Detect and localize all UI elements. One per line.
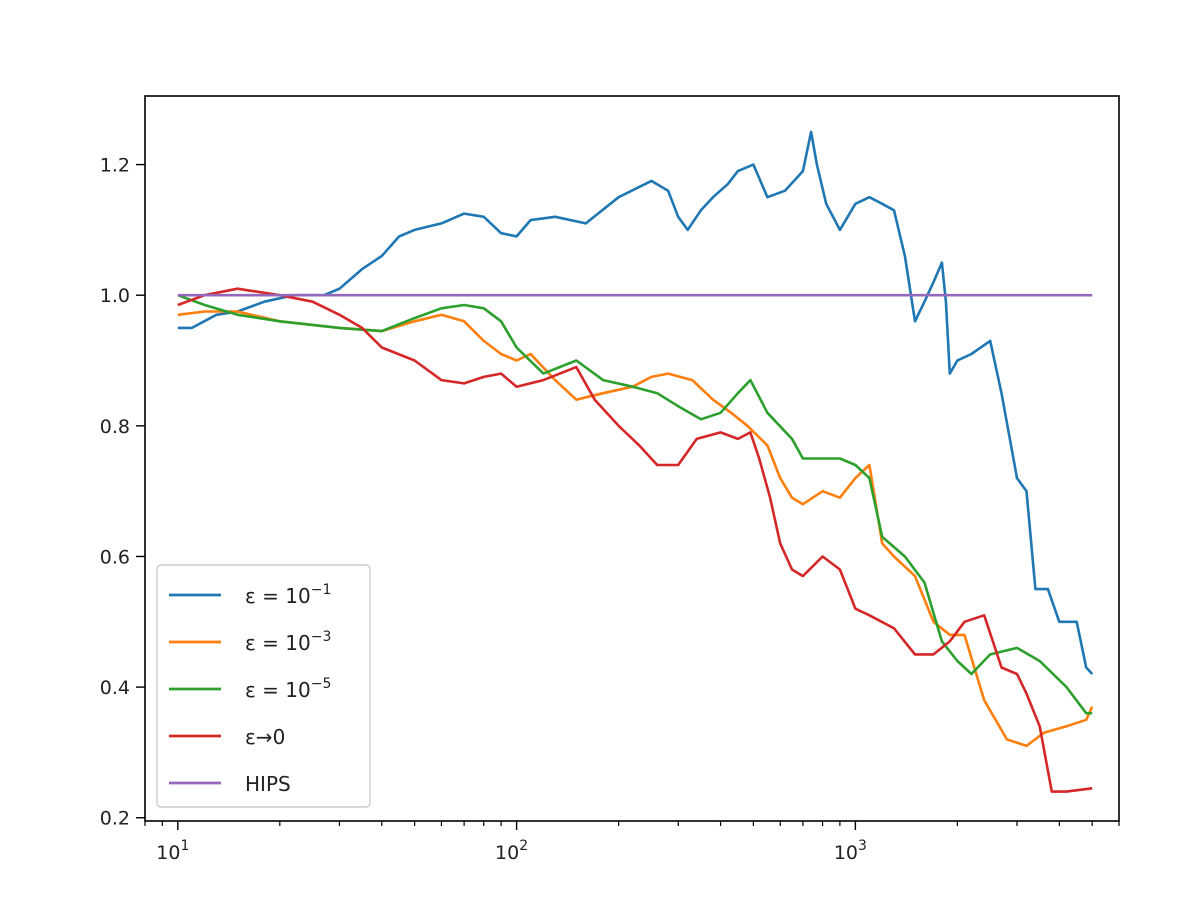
y-tick-label: 0.8 bbox=[100, 416, 130, 438]
series-line-4 bbox=[177, 287, 1093, 793]
series-line-1 bbox=[177, 130, 1094, 675]
legend-label: HIPS bbox=[245, 772, 291, 796]
legend: ε = 10−1 ε = 10−3 ε = 10−5 ε→0 HIPS bbox=[156, 564, 371, 808]
series-line-2 bbox=[177, 310, 1094, 748]
legend-box bbox=[156, 564, 371, 808]
y-tick-label: 0.2 bbox=[100, 808, 130, 830]
plot-frame bbox=[144, 95, 1120, 822]
legend-label: ε = 10−1 bbox=[245, 582, 331, 608]
y-axis: 0.2 0.4 0.6 0.8 1.0 1.2 bbox=[100, 155, 145, 830]
x-tick-label: 102 bbox=[495, 838, 528, 864]
y-tick-label: 1.0 bbox=[100, 285, 130, 307]
y-tick-label: 1.2 bbox=[100, 155, 130, 177]
x-tick-label: 103 bbox=[834, 838, 867, 864]
series-line-3 bbox=[177, 293, 1093, 715]
y-tick-label: 0.6 bbox=[100, 546, 130, 568]
y-tick-label: 0.4 bbox=[100, 677, 130, 699]
series-layer bbox=[177, 130, 1094, 793]
legend-label: ε→0 bbox=[245, 725, 285, 749]
legend-label: ε = 10−5 bbox=[245, 676, 331, 702]
x-axis: 101 102 103 bbox=[144, 821, 1120, 864]
x-tick-label: 101 bbox=[156, 838, 189, 864]
legend-label: ε = 10−3 bbox=[245, 629, 331, 655]
